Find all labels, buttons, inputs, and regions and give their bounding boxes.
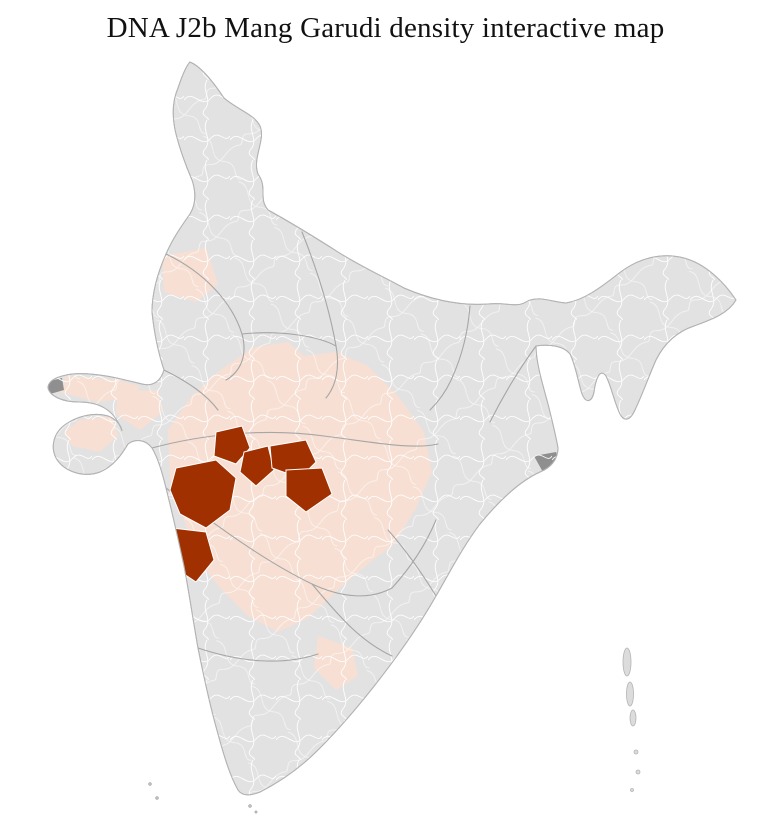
- high-density-district[interactable]: [169, 459, 237, 529]
- district-boundaries-mesh: [48, 62, 736, 795]
- high-density-districts: [163, 425, 333, 583]
- page-title: DNA J2b Mang Garudi density interactive …: [106, 12, 665, 44]
- state-borders: [151, 231, 537, 662]
- lakshadweep-islands[interactable]: [148, 782, 258, 814]
- high-density-district[interactable]: [239, 445, 275, 487]
- andaman-nicobar-islands[interactable]: [622, 647, 641, 792]
- high-density-district[interactable]: [285, 467, 333, 513]
